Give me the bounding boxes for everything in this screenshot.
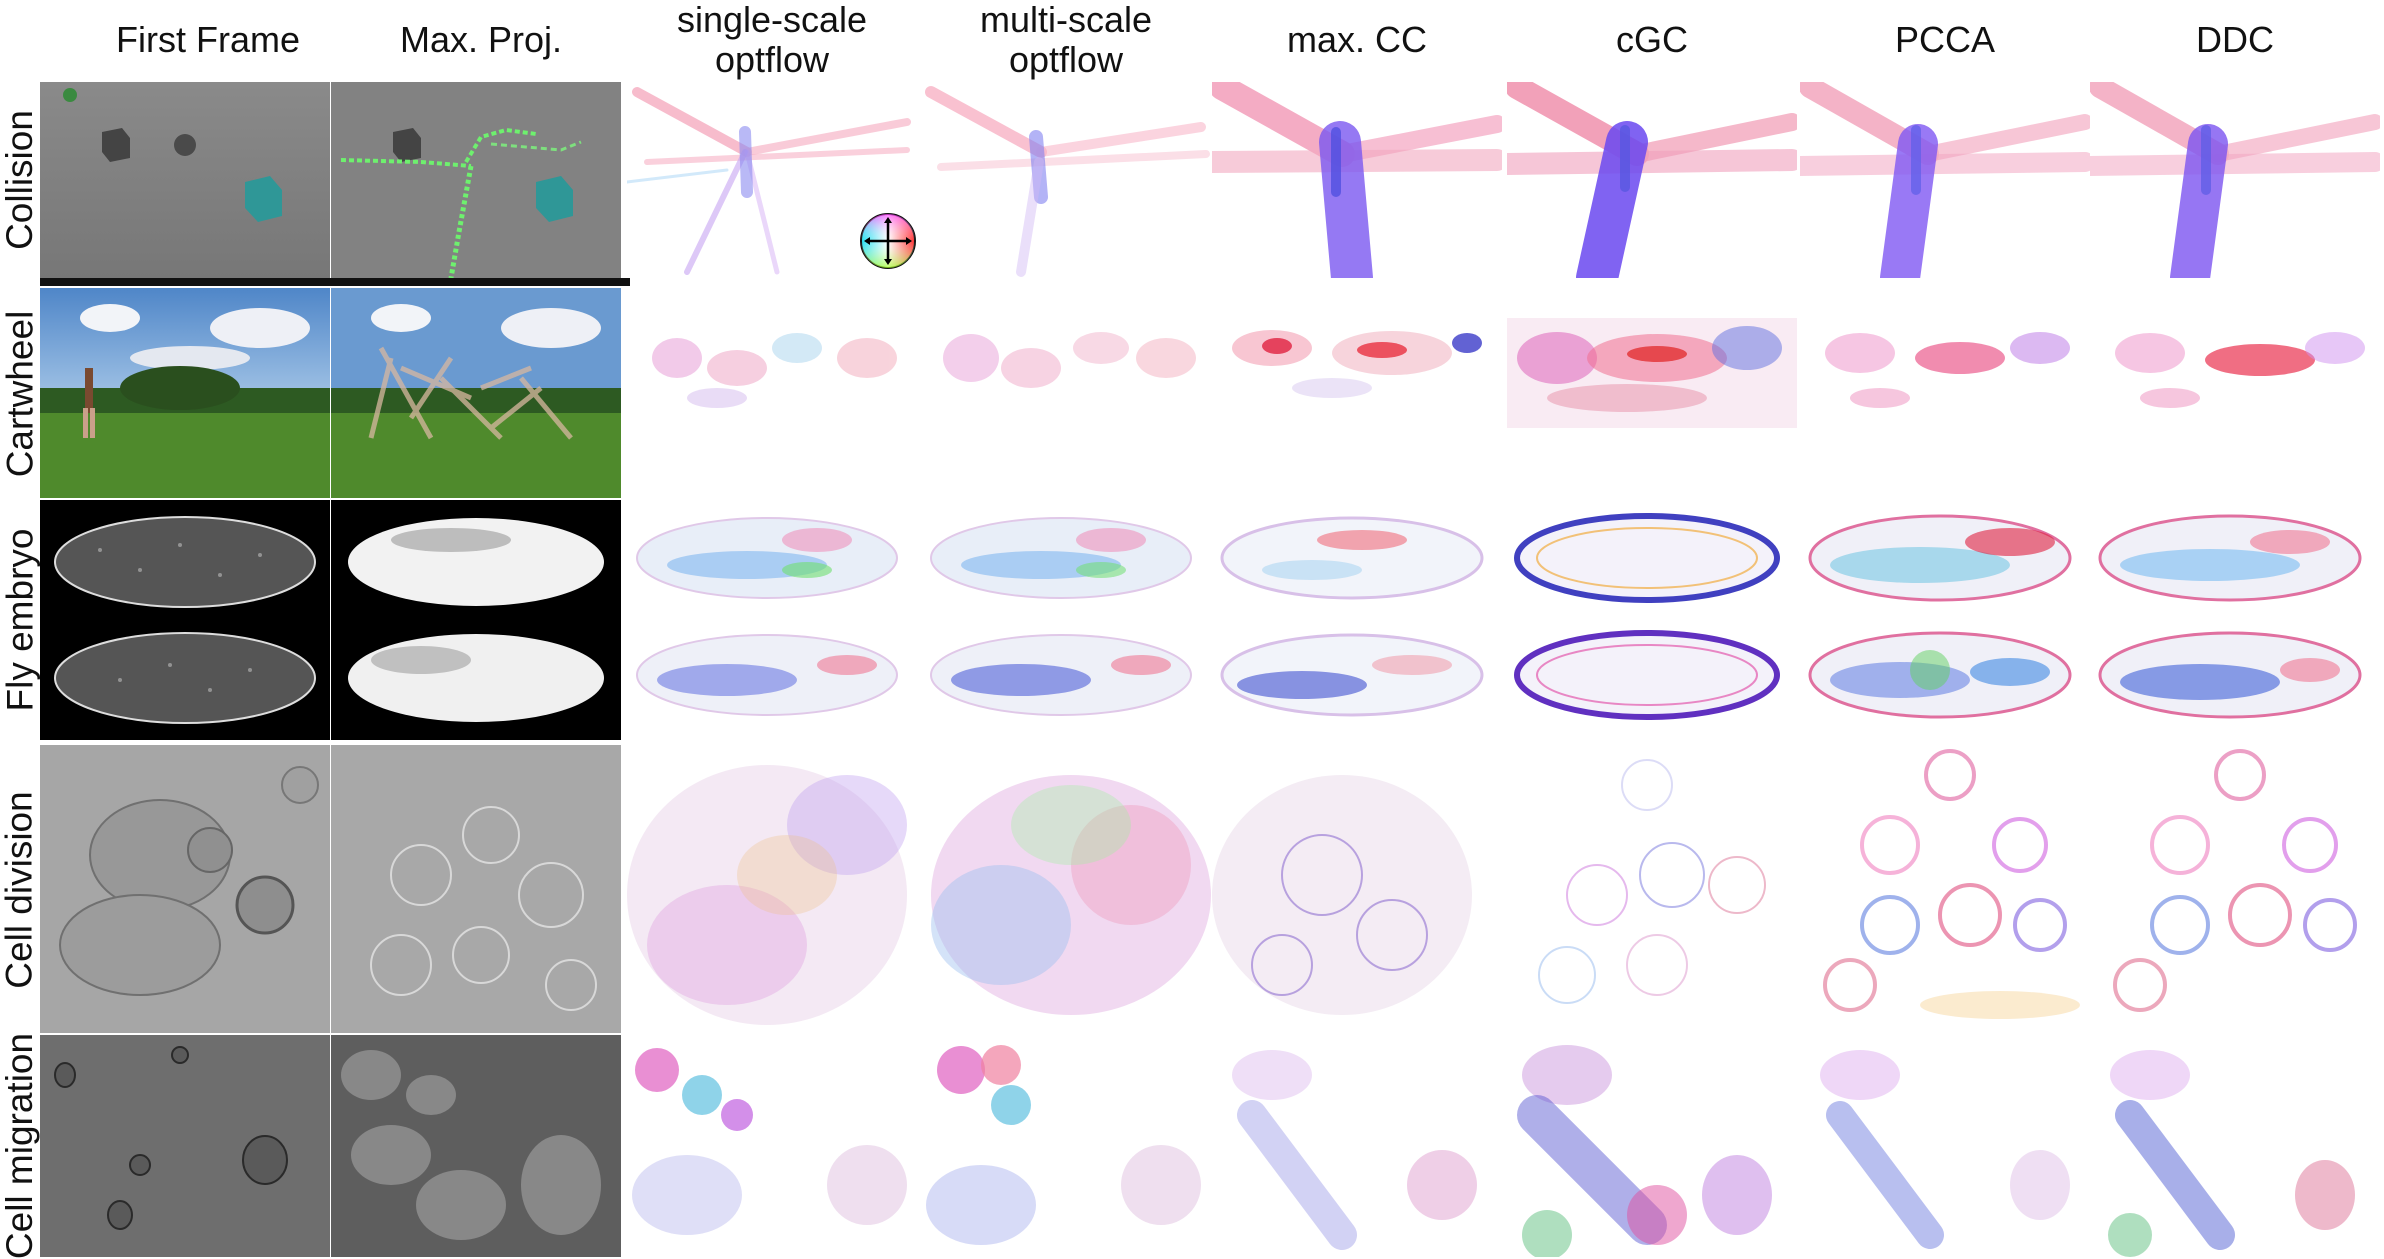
cell-migration-max-projection — [331, 1035, 621, 1257]
column-header-first-frame: First Frame — [116, 19, 300, 60]
cell-division-first-frame — [40, 745, 330, 1033]
cell-division-max-cc — [1212, 745, 1502, 1033]
cartwheel-max-cc — [1212, 288, 1502, 498]
cartwheel-cgc — [1507, 288, 1797, 498]
collision-max-projection — [331, 82, 621, 278]
cell-division-cgc — [1507, 745, 1797, 1033]
fly-embryo-max-cc — [1212, 500, 1502, 740]
fly-embryo-ddc — [2090, 500, 2380, 740]
cell-migration-single-scale-optflow — [627, 1035, 917, 1257]
column-header-pcca: PCCA — [1894, 19, 1996, 60]
fly-embryo-pcca — [1800, 500, 2090, 740]
cell-migration-ddc — [2090, 1035, 2380, 1257]
cartwheel-pcca — [1800, 288, 2090, 498]
cell-division-multi-scale-optflow — [921, 745, 1211, 1033]
cell-migration-pcca — [1800, 1035, 2090, 1257]
column-header-max-cc: max. CC — [1286, 19, 1427, 60]
fly-embryo-first-frame — [40, 500, 330, 740]
cell-migration-first-frame — [40, 1035, 330, 1257]
column-header-max-projection: Max. Proj. — [399, 19, 563, 60]
collision-pcca — [1800, 82, 2090, 278]
row-separator — [40, 278, 630, 286]
row-label-cartwheel: Cartwheel — [0, 310, 41, 478]
collision-max-cc — [1212, 82, 1502, 278]
row-label-cell-migration: Cell migration — [0, 1032, 41, 1259]
cartwheel-ddc — [2090, 288, 2380, 498]
column-header-single-scale-optflow: single-scale optflow — [676, 0, 868, 80]
fly-embryo-single-scale-optflow — [627, 500, 917, 740]
fly-embryo-cgc — [1507, 500, 1797, 740]
cartwheel-single-scale-optflow — [627, 288, 917, 498]
cartwheel-first-frame — [40, 288, 330, 498]
collision-first-frame — [40, 82, 330, 278]
collision-cgc — [1507, 82, 1797, 278]
collision-single-scale-optflow — [627, 82, 917, 278]
cell-division-max-projection — [331, 745, 621, 1033]
cell-division-single-scale-optflow — [627, 745, 917, 1033]
cell-division-pcca — [1800, 745, 2090, 1033]
row-label-cell-division: Cell division — [0, 791, 41, 989]
row-label-collision: Collision — [0, 110, 40, 250]
row-label-fly-embryo: Fly embryo — [0, 528, 41, 712]
cartwheel-max-projection — [331, 288, 621, 498]
cell-migration-multi-scale-optflow — [921, 1035, 1211, 1257]
column-header-cgc: cGC — [1616, 19, 1688, 60]
cell-migration-max-cc — [1212, 1035, 1502, 1257]
fly-embryo-multi-scale-optflow — [921, 500, 1211, 740]
fly-embryo-max-projection — [331, 500, 621, 740]
cell-division-ddc — [2090, 745, 2380, 1033]
cartwheel-multi-scale-optflow — [921, 288, 1211, 498]
cell-migration-cgc — [1507, 1035, 1797, 1257]
column-header-ddc: DDC — [2196, 19, 2274, 60]
column-header-multi-scale-optflow: multi-scale optflow — [979, 0, 1153, 80]
collision-ddc — [2090, 82, 2380, 278]
collision-multi-scale-optflow — [921, 82, 1211, 278]
direction-color-wheel-icon — [858, 211, 918, 271]
